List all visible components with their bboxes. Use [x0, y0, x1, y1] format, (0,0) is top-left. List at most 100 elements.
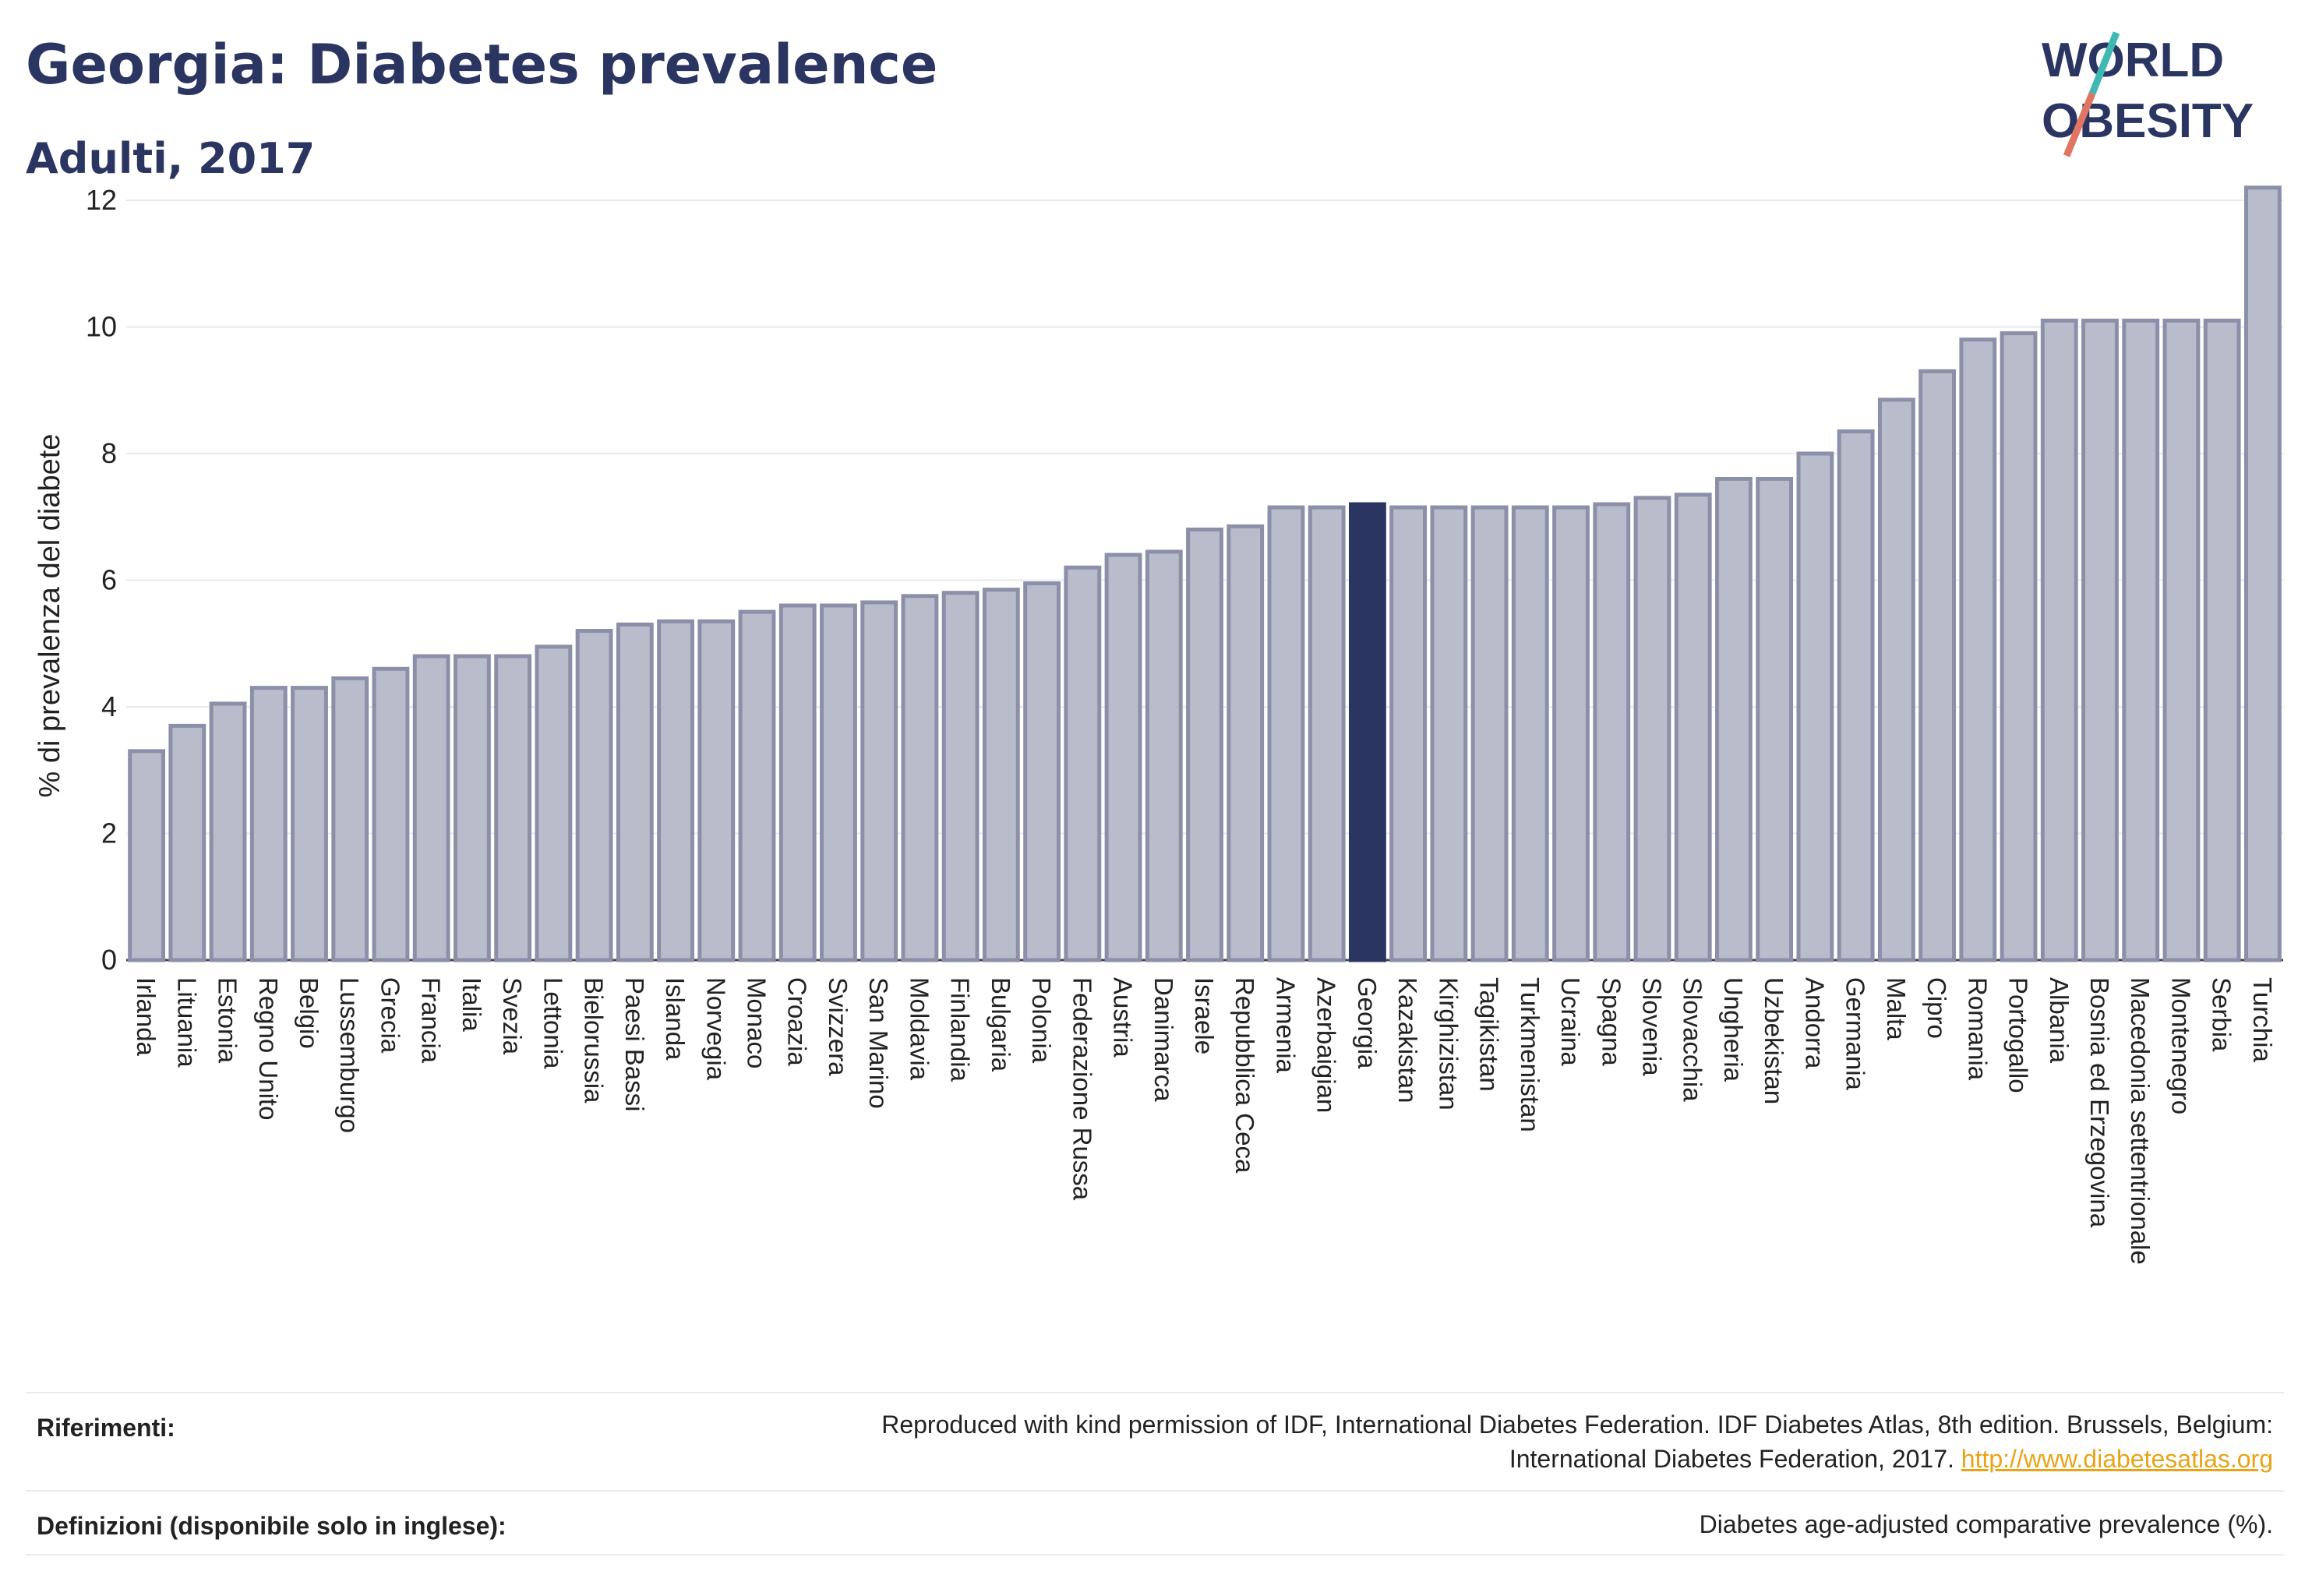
x-category-label: Francia: [417, 977, 446, 1064]
y-tick-label: 0: [101, 944, 117, 976]
bar[interactable]: [860, 600, 898, 962]
x-category-label: Turkmenistan: [1516, 977, 1544, 1132]
footer-definitions: Definizioni (disponibile solo in inglese…: [26, 1498, 2284, 1552]
references-line-1: Reproduced with kind permission of IDF, …: [881, 1411, 2273, 1439]
x-category-label: Norvegia: [701, 977, 730, 1081]
bar[interactable]: [2040, 318, 2078, 962]
bar[interactable]: [412, 654, 450, 962]
bar[interactable]: [535, 644, 573, 962]
logo-line-1: WORLD: [2042, 34, 2224, 87]
x-category-label: Paesi Bassi: [620, 977, 649, 1111]
bar[interactable]: [1877, 397, 1915, 962]
bar[interactable]: [1511, 505, 1549, 962]
bar[interactable]: [1470, 505, 1509, 962]
chart-subtitle: Adulti, 2017: [26, 134, 316, 183]
bar[interactable]: [901, 594, 939, 962]
y-tick-label: 4: [101, 690, 117, 722]
bar[interactable]: [494, 654, 532, 962]
x-category-label: Malta: [1882, 977, 1911, 1040]
x-category-label: Islanda: [661, 977, 690, 1061]
bar[interactable]: [1145, 549, 1183, 962]
bar[interactable]: [738, 609, 776, 962]
bar[interactable]: [2122, 318, 2160, 962]
x-category-label: Spagna: [1597, 977, 1626, 1066]
bar[interactable]: [778, 603, 817, 962]
x-category-label: Moldavia: [905, 977, 934, 1081]
bar[interactable]: [249, 686, 288, 962]
x-category-label: Turchia: [2248, 977, 2277, 1062]
bar-chart: 0 2 4 6 8 10 12 Irlanda Lituania Estonia Regno Un…: [34, 184, 2283, 1265]
bar[interactable]: [128, 749, 166, 962]
x-category-label: Albania: [2045, 977, 2074, 1064]
bar[interactable]: [2243, 185, 2282, 962]
bar[interactable]: [575, 629, 613, 962]
bar[interactable]: [168, 723, 206, 962]
bar[interactable]: [1633, 496, 1671, 962]
x-category-label: Belgio: [295, 977, 323, 1049]
x-category-label: Croazia: [783, 977, 812, 1066]
bar[interactable]: [1593, 502, 1631, 962]
bar[interactable]: [1104, 553, 1142, 962]
bar[interactable]: [331, 676, 369, 962]
x-category-label: Cipro: [1922, 977, 1951, 1039]
bar[interactable]: [657, 619, 694, 962]
x-category-label: San Marino: [864, 977, 893, 1109]
y-tick-label: 6: [101, 564, 117, 596]
bar[interactable]: [1389, 505, 1428, 962]
bar[interactable]: [2203, 318, 2241, 962]
x-category-label: Macedonia settentrionale: [2126, 977, 2155, 1265]
bar[interactable]: [2081, 318, 2119, 962]
x-category-label: Bosnia ed Erzegovina: [2085, 977, 2114, 1228]
y-tick-label: 10: [86, 311, 117, 343]
x-category-label: Bulgaria: [987, 977, 1015, 1072]
bar[interactable]: [1959, 337, 1997, 962]
diabetes-atlas-link[interactable]: http://www.diabetesatlas.org: [1961, 1445, 2273, 1473]
x-category-label: Tagikistan: [1475, 977, 1504, 1092]
definitions-text: Diabetes age-adjusted comparative preval…: [1699, 1510, 2273, 1538]
x-category-label: Monaco: [743, 977, 771, 1068]
bar[interactable]: [1186, 528, 1223, 962]
bar[interactable]: [291, 686, 328, 962]
bar[interactable]: [2000, 331, 2038, 962]
bar[interactable]: [372, 666, 410, 962]
bar[interactable]: [1796, 451, 1834, 962]
bar[interactable]: [1267, 505, 1305, 962]
bar[interactable]: [1715, 477, 1753, 962]
bar[interactable]: [820, 603, 857, 962]
bar[interactable]: [616, 622, 654, 962]
x-category-label: Bielorussia: [580, 977, 609, 1103]
references-label: Riferimenti:: [37, 1414, 175, 1442]
x-category-label: Israele: [1190, 977, 1219, 1054]
x-category-label: Lituania: [172, 977, 201, 1068]
footer-rule-top: [26, 1392, 2284, 1393]
bar[interactable]: [1227, 524, 1265, 962]
bar[interactable]: [209, 701, 247, 962]
x-category-label: Slovacchia: [1678, 977, 1707, 1102]
bar[interactable]: [1023, 581, 1061, 962]
world-obesity-logo[interactable]: WORLD OBESITY: [2026, 23, 2283, 164]
bar[interactable]: [1918, 369, 1956, 962]
bar[interactable]: [1308, 505, 1346, 962]
bar[interactable]: [2162, 318, 2201, 962]
x-category-label: Finlandia: [946, 977, 975, 1082]
footer-references: Riferimenti: Reproduced with kind permis…: [26, 1403, 2284, 1488]
bar-highlighted[interactable]: [1348, 502, 1386, 962]
x-category-label: Grecia: [376, 977, 404, 1054]
bar[interactable]: [1430, 505, 1468, 962]
x-category-label: Austria: [1109, 977, 1138, 1058]
bar[interactable]: [982, 588, 1020, 962]
references-text: Reproduced with kind permission of IDF, …: [881, 1407, 2273, 1476]
y-tick-label: 2: [101, 817, 117, 849]
bar[interactable]: [1552, 505, 1590, 962]
bar[interactable]: [454, 654, 491, 962]
bar[interactable]: [1837, 429, 1875, 962]
chart-title: Georgia: Diabetes prevalence: [26, 33, 938, 97]
bar[interactable]: [1064, 565, 1102, 962]
bar[interactable]: [1674, 493, 1712, 962]
y-axis-label: % di prevalenza del diabete: [34, 434, 66, 798]
bar[interactable]: [941, 591, 980, 962]
x-category-label: Romania: [1963, 977, 1992, 1081]
bar[interactable]: [697, 619, 736, 962]
bar[interactable]: [1756, 477, 1794, 962]
x-category-label: Serbia: [2208, 977, 2236, 1052]
